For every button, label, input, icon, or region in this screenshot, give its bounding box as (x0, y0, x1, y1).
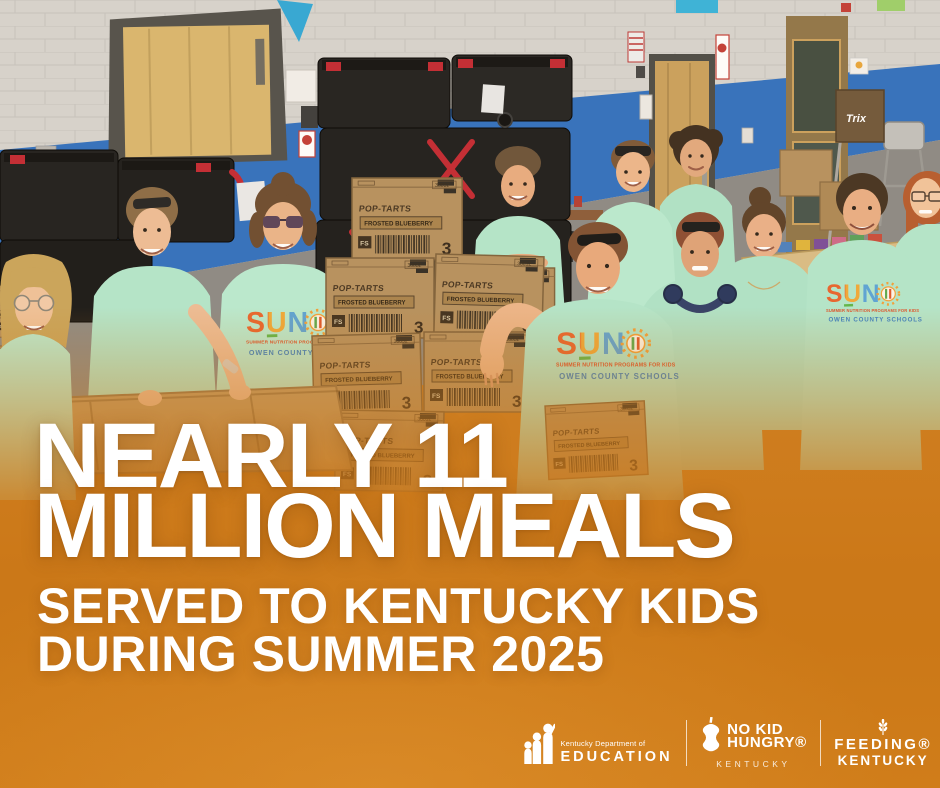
subheadline-line2: DURING SUMMER 2025 (37, 626, 605, 682)
kde-figures-icon (524, 723, 556, 764)
apple-core-icon (702, 717, 720, 752)
partner-logos: Kentucky Department of EDUCATION NO KID … (523, 710, 932, 776)
logo-divider (685, 720, 688, 766)
fk-line1: FEEDING® (834, 735, 932, 753)
kde-name-label: EDUCATION (560, 748, 673, 765)
wheat-icon (878, 718, 888, 735)
logo-divider (819, 720, 822, 766)
nkh-line1: NO KID (727, 720, 784, 738)
kde-dept-label: Kentucky Department of (560, 739, 646, 748)
kde-logo: Kentucky Department of EDUCATION (523, 722, 672, 764)
subheadline: SERVED TO KENTUCKY KIDS DURING SUMMER 20… (37, 578, 760, 682)
headline: NEARLY 11 MILLION MEALS (34, 405, 736, 577)
no-kid-hungry-logo: NO KID HUNGRY® KENTUCKY (700, 717, 807, 769)
subheadline-line1: SERVED TO KENTUCKY KIDS (37, 578, 760, 634)
headline-line1: NEARLY 11 (34, 405, 509, 507)
headline-line2: MILLION MEALS (34, 475, 736, 577)
fk-line2: KENTUCKY (837, 752, 929, 768)
nkh-line2: HUNGRY® (727, 734, 807, 751)
nkh-region-label: KENTUCKY (716, 759, 791, 769)
feeding-kentucky-logo: FEEDING® KENTUCKY (834, 718, 932, 768)
